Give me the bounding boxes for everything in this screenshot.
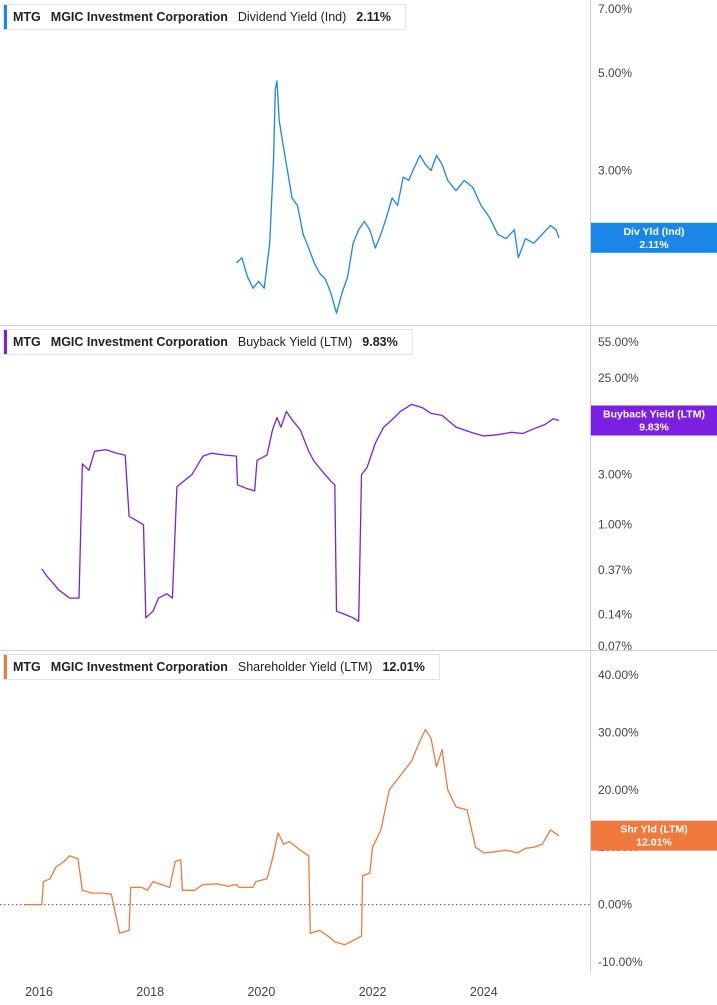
value-tag-value: 2.11%	[639, 239, 669, 251]
legend-ticker: MTG	[13, 10, 41, 24]
value-tag	[591, 222, 717, 253]
legend-company: MGIC Investment Corporation	[51, 10, 228, 24]
legend-box	[3, 329, 413, 355]
legend-box	[3, 654, 440, 680]
value-tag	[591, 820, 717, 851]
y-tick-label: 0.00%	[598, 898, 632, 912]
legend-ticker: MTG	[13, 660, 41, 674]
legend-color-bar	[4, 5, 7, 29]
y-tick-label: 25.00%	[598, 371, 639, 385]
legend-metric: Dividend Yield (Ind)	[238, 10, 346, 24]
y-tick-label: 30.00%	[598, 725, 639, 739]
series-line	[41, 403, 560, 623]
panel-3: 40.00%30.00%20.00%10.00%0.00%-10.00%Shr …	[0, 654, 717, 969]
legend-value: 2.11%	[356, 10, 391, 24]
y-tick-label: 1.00%	[598, 518, 632, 532]
y-tick-label: 55.00%	[598, 335, 639, 349]
legend-color-bar	[4, 655, 7, 679]
y-tick-label: 5.00%	[598, 66, 632, 80]
y-tick-label: 7.00%	[598, 2, 632, 16]
series-line	[25, 728, 560, 946]
x-tick-label: 2024	[470, 985, 498, 999]
y-tick-label: 40.00%	[598, 668, 639, 682]
y-tick-label: 20.00%	[598, 783, 639, 797]
legend-value: 12.01%	[382, 660, 424, 674]
value-tag-value: 12.01%	[636, 837, 672, 849]
legend-metric: Buyback Yield (LTM)	[238, 335, 352, 349]
value-tag-name: Buyback Yield (LTM)	[603, 409, 705, 421]
x-tick-label: 2018	[136, 985, 164, 999]
series-line	[235, 80, 560, 314]
value-tag-name: Shr Yld (LTM)	[620, 824, 687, 836]
legend-company: MGIC Investment Corporation	[51, 660, 228, 674]
x-tick-label: 2020	[247, 985, 275, 999]
y-tick-label: 0.14%	[598, 607, 632, 621]
legend-ticker: MTG	[13, 335, 41, 349]
y-tick-label: -10.00%	[598, 955, 643, 969]
legend-color-bar	[4, 330, 7, 354]
y-tick-label: 3.00%	[598, 468, 632, 482]
value-tag-name: Div Yld (Ind)	[623, 226, 684, 238]
x-tick-label: 2016	[25, 985, 53, 999]
legend-company: MGIC Investment Corporation	[51, 335, 228, 349]
y-tick-label: 0.07%	[598, 639, 632, 653]
panel-1: 7.00%5.00%3.00%2.00%Div Yld (Ind)2.11%MT…	[3, 2, 717, 314]
value-tag	[591, 405, 717, 436]
legend-value: 9.83%	[362, 335, 397, 349]
y-tick-label: 3.00%	[598, 164, 632, 178]
panel-2: 55.00% 25.00% 3.00% 1.00% 0.37% 0.14% 0.07% Buy…	[3, 329, 717, 653]
x-tick-label: 2022	[359, 985, 387, 999]
value-tag-value: 9.83%	[639, 422, 669, 434]
legend-metric: Shareholder Yield (LTM)	[238, 660, 373, 674]
legend-box	[3, 4, 407, 30]
y-tick-label: 0.37%	[598, 563, 632, 577]
